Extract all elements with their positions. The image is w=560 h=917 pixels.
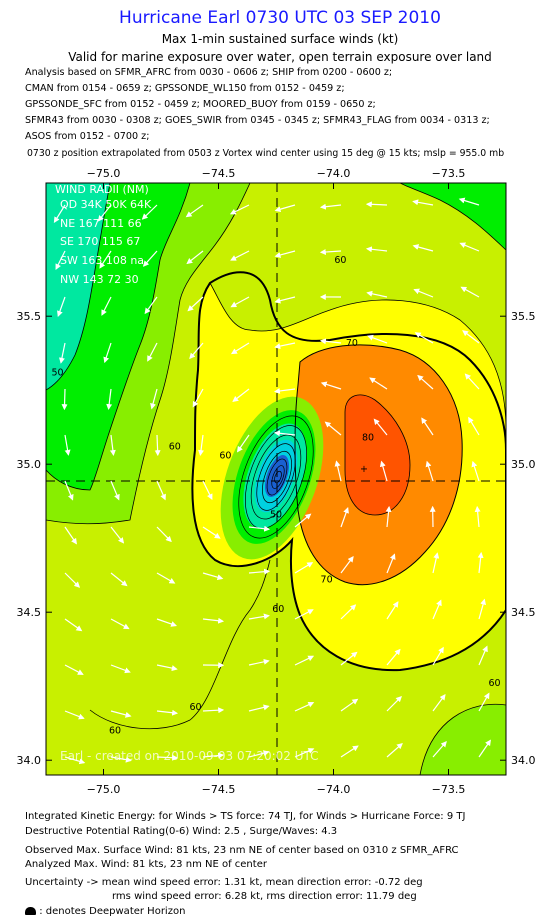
wind-arrow [157,435,158,455]
y-tick-label: 35.5 [17,310,42,323]
wind-arrow [367,204,387,205]
contour-label: 50 [270,509,282,520]
wind-arrow [64,389,65,409]
y-tick-label: 34.0 [17,754,42,767]
contour-label: 60 [189,702,201,713]
contour-label: 60 [272,604,284,615]
rms-error-line: rms wind speed error: 6.28 kt, rms direc… [112,891,417,902]
x-tick-label: −75.0 [87,783,121,796]
y-tick-label: 34.0 [511,754,536,767]
x-tick-label: −74.0 [317,167,351,180]
x-tick-label: −73.5 [432,783,466,796]
contour-label: 60 [488,678,500,689]
x-tick-label: −74.5 [202,783,236,796]
analyzed-max-wind-line: Analyzed Max. Wind: 81 kts, 23 nm NE of … [25,859,267,870]
contour-label: 50 [51,367,63,378]
wind-radii-row: NE 167 111 66 [60,217,142,230]
wind-speed-field: 60 70 80 60 60 50 70 60 50 60 60 60 + [46,183,506,775]
y-tick-label: 35.5 [511,310,536,323]
contour-label: 80 [362,433,374,444]
wind-radii-row: NW 143 72 30 [60,273,139,286]
wind-radii-row: SW 163 108 na [60,254,144,267]
x-tick-label: −74.0 [317,783,351,796]
y-tick-label: 35.0 [17,458,42,471]
y-tick-label: 34.5 [17,606,42,619]
contour-label: 60 [219,450,231,461]
destructive-potential-line: Destructive Potential Rating(0-6) Wind: … [25,826,337,837]
deepwater-horizon-legend: : denotes Deepwater Horizon [25,906,185,917]
contour-label: 70 [321,575,333,586]
contour-label: 60 [169,441,181,452]
y-tick-label: 34.5 [511,606,536,619]
wind-radii-row: SE 170 115 67 [60,235,140,248]
wind-radii-header: WIND RADII (NM) [55,183,149,196]
x-tick-label: −74.5 [202,167,236,180]
uncertainty-line: Uncertainty -> mean wind speed error: 1.… [25,877,423,888]
wind-field-chart: 60 70 80 60 60 50 70 60 50 60 60 60 + −75.0 −75.0 −74… [0,0,560,800]
x-tick-label: −75.0 [87,167,121,180]
observed-max-wind-line: Observed Max. Surface Wind: 81 kts, 23 n… [25,845,459,856]
contour-label: 70 [346,338,358,349]
created-watermark: Earl - created on 2010-09-03 07:20:02 UT… [60,749,319,763]
ike-line: Integrated Kinetic Energy: for Winds > T… [25,811,465,822]
contour-label: 60 [109,726,121,737]
deepwater-horizon-label: : denotes Deepwater Horizon [39,906,185,917]
max-wind-marker: + [360,464,368,475]
deepwater-horizon-icon [25,907,36,915]
contour-label: 60 [334,255,346,266]
x-tick-label: −73.5 [432,167,466,180]
wind-radii-row: QD 34K 50K 64K [60,198,152,211]
y-tick-label: 35.0 [511,458,536,471]
